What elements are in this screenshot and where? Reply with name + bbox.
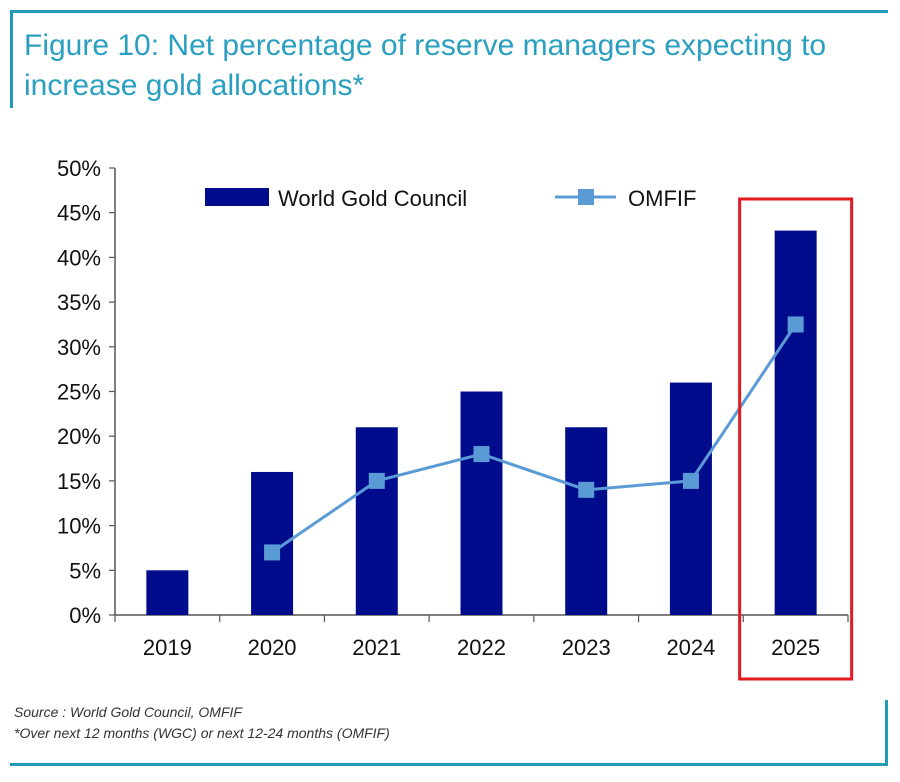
- footnote-text: *Over next 12 months (WGC) or next 12-24…: [14, 725, 390, 741]
- bar-2023: [565, 427, 608, 615]
- highlight-box: [738, 197, 854, 681]
- y-tick-label: 10%: [57, 514, 101, 539]
- frame-bottom-border: [10, 763, 888, 766]
- omfif-point-2022: [473, 446, 490, 463]
- x-tick-label: 2020: [248, 635, 297, 660]
- x-tick-label: 2023: [562, 635, 611, 660]
- legend-line-label: OMFIF: [628, 186, 696, 211]
- omfif-line: [271, 323, 797, 554]
- bar-2025: [774, 230, 817, 615]
- y-tick-label: 0%: [69, 603, 101, 628]
- bar-2021: [355, 427, 398, 615]
- figure-title: Figure 10: Net percentage of reserve man…: [24, 29, 827, 102]
- frame-right-border: [885, 700, 888, 766]
- legend-line-marker: [578, 189, 594, 205]
- y-tick-label: 30%: [57, 335, 101, 360]
- x-tick-label: 2019: [143, 635, 192, 660]
- bar-2022: [460, 391, 503, 615]
- y-tick-label: 20%: [57, 424, 101, 449]
- bar-2024: [669, 382, 712, 615]
- omfif-point-2023: [578, 481, 595, 498]
- frame-left-border: [10, 10, 13, 108]
- y-tick-label: 15%: [57, 469, 101, 494]
- y-tick-label: 45%: [57, 201, 101, 226]
- source-text: Source : World Gold Council, OMFIF: [14, 704, 242, 720]
- x-tick-label: 2021: [352, 635, 401, 660]
- legend-bar-swatch: [205, 188, 269, 206]
- y-tick-label: 5%: [69, 558, 101, 583]
- omfif-point-2025: [787, 316, 804, 333]
- omfif-point-2024: [682, 472, 699, 489]
- y-tick-label: 25%: [57, 380, 101, 405]
- bar-2019: [146, 570, 189, 615]
- omfif-point-2020: [264, 544, 281, 561]
- frame-top-border: [10, 10, 888, 13]
- x-tick-label: 2024: [666, 635, 715, 660]
- y-tick-label: 35%: [57, 290, 101, 315]
- bar-line-chart: 0% 5% 10% 15% 20% 25% 30% 35% 40% 45% 50% 2019 2020 2…: [57, 156, 854, 681]
- x-tick-label: 2022: [457, 635, 506, 660]
- y-tick-label: 40%: [57, 245, 101, 270]
- x-tick-label: 2025: [771, 635, 820, 660]
- legend-bar-label: World Gold Council: [278, 186, 467, 211]
- omfif-point-2021: [368, 472, 385, 489]
- y-tick-label: 50%: [57, 156, 101, 181]
